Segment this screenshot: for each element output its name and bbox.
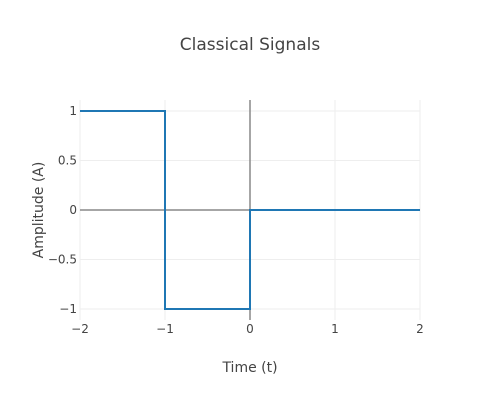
series-layer bbox=[80, 110, 420, 310]
x-tick-label: 1 bbox=[331, 322, 339, 336]
x-tick-label: −2 bbox=[71, 322, 89, 336]
y-tick-label: −1 bbox=[59, 302, 77, 316]
x-tick-label: 0 bbox=[246, 322, 254, 336]
y-tick-label: 1 bbox=[69, 104, 77, 118]
x-tick-label: 2 bbox=[416, 322, 424, 336]
x-axis-title: Time (t) bbox=[221, 360, 277, 376]
y-tick-label: 0.5 bbox=[58, 154, 77, 168]
y-tick-label: −0.5 bbox=[48, 253, 77, 267]
y-tick-label: 0 bbox=[69, 203, 77, 217]
x-tick-label: −1 bbox=[156, 322, 174, 336]
x-tick-labels: −2 −1 0 1 2 bbox=[71, 322, 424, 336]
y-tick-labels: 1 0.5 0 −0.5 −1 bbox=[48, 104, 77, 316]
y-axis-title: Amplitude (A) bbox=[31, 162, 47, 259]
series-line bbox=[80, 110, 420, 310]
chart-title: Classical Signals bbox=[180, 35, 321, 55]
